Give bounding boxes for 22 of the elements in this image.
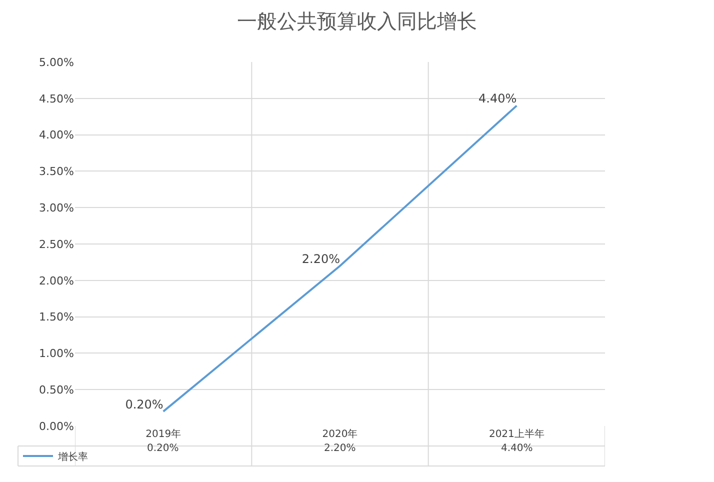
text: 0.20% [125, 397, 164, 412]
x-tick-label: 2019年 [146, 428, 182, 440]
y-tick-label: 0.50% [39, 383, 74, 396]
text: 4.40% [478, 92, 517, 106]
y-tick-label: 1.00% [39, 347, 74, 360]
data-label: 0.20% [147, 443, 179, 454]
y-tick-label: 3.00% [39, 201, 74, 214]
y-tick-label: 2.50% [39, 238, 74, 251]
legend-label: 增长率 [57, 450, 88, 463]
y-tick-label: 1.50% [39, 310, 74, 324]
text: 2.20% [302, 252, 340, 266]
x-tick-label: 2021上半年 [488, 428, 544, 440]
chart-title: 一般公共预算收入同比增长 [237, 9, 477, 33]
y-tick-label: 5.00% [39, 56, 74, 69]
y-tick-label: 2.00% [39, 274, 74, 288]
x-tick-label: 2020年 [322, 428, 358, 440]
y-tick-label: 4.50% [39, 92, 74, 106]
data-label: 2.20% [324, 443, 356, 454]
data-label: 4.40% [501, 443, 533, 454]
y-tick-label: 0.00% [39, 420, 74, 433]
y-tick-label: 3.50% [39, 165, 74, 178]
y-tick-label: 4.00% [39, 128, 74, 142]
